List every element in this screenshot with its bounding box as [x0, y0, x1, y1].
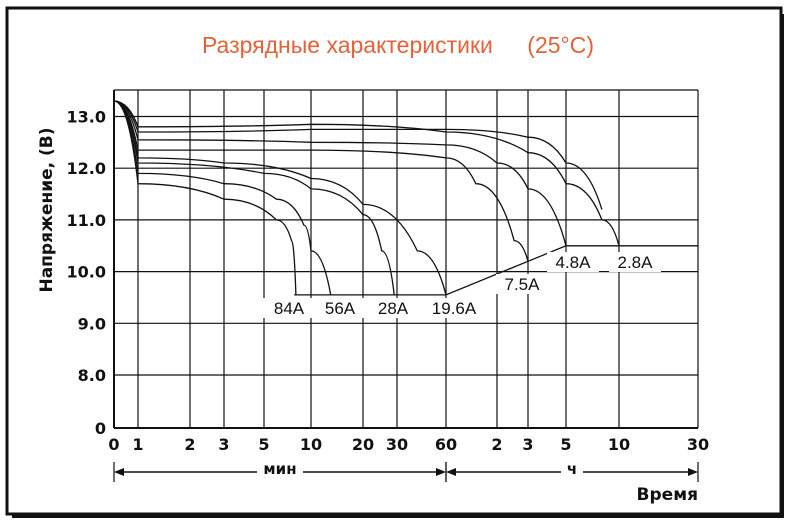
arrowhead-left [114, 468, 124, 476]
chart-subtitle: (25°C) [527, 32, 594, 58]
series-label: 84A [274, 299, 305, 318]
series-label-bg [547, 252, 599, 272]
x-tick-label: 0 [108, 435, 119, 454]
x-tick-label: 10 [608, 435, 630, 454]
x-ticks: 0 1 2 3 5 10 20 30 60 2 3 5 10 30 [108, 435, 709, 454]
segment-label-bg [257, 459, 303, 477]
extra-curve [113, 100, 603, 210]
x-axis-title: Время [637, 485, 698, 505]
series-label: 2.8A [618, 253, 654, 272]
chart-title: Разрядные характеристики [202, 32, 493, 58]
x-tick-label: 30 [386, 435, 408, 454]
x-tick-label: 20 [352, 435, 374, 454]
arrowhead-right [688, 468, 698, 476]
x-tick-label: 5 [560, 435, 571, 454]
series-label: 19.6A [432, 299, 477, 318]
series-curve-2-8a [113, 100, 620, 246]
series-labels: 84A 56A 28A 19.6A 7.5A 4.8A 2.8A [263, 252, 661, 318]
y-tick-label: 11.0 [67, 211, 106, 230]
chart-title-group: Разрядные характеристики (25°C) [202, 32, 594, 58]
x-tick-label: 5 [258, 435, 269, 454]
series-label-bg [609, 252, 661, 272]
series-curve-56a [113, 100, 332, 296]
y-tick-label: 9.0 [78, 314, 106, 333]
series-label: 28A [378, 299, 409, 318]
x-tick-label: 3 [218, 435, 229, 454]
x-tick-label: 30 [687, 435, 709, 454]
segment-label: ч [567, 460, 577, 478]
series-curve-28a [113, 100, 395, 295]
series-curve-4-8a [113, 100, 567, 246]
arrowhead-left [446, 468, 456, 476]
segment-label-bg [561, 459, 583, 477]
y-ticks: 0 8.0 9.0 10.0 11.0 12.0 13.0 [67, 108, 106, 439]
x-tick-label: 2 [184, 435, 195, 454]
time-segments: мин ч [113, 459, 699, 482]
series-label: 4.8A [556, 253, 592, 272]
series-curves [113, 100, 698, 296]
series-label-bg [367, 298, 419, 318]
series-label: 7.5A [505, 275, 541, 294]
segment-label: мин [263, 460, 296, 478]
cutoff-voltage-line [294, 245, 698, 296]
x-tick-label: 2 [491, 435, 502, 454]
x-tick-label: 60 [435, 435, 457, 454]
y-tick-label: 8.0 [78, 366, 106, 385]
series-label-bg [496, 274, 548, 294]
y-tick-label: 13.0 [67, 108, 106, 127]
series-curve-84a [113, 100, 297, 295]
series-curve-19-6a [113, 100, 447, 296]
x-tick-label: 1 [132, 435, 143, 454]
arrowhead-right [436, 468, 446, 476]
y-tick-label: 0 [95, 419, 106, 438]
series-label-bg [314, 298, 366, 318]
x-tick-label: 10 [300, 435, 322, 454]
series-label-bg [428, 298, 480, 318]
y-axis-title: Напряжение, (В) [37, 127, 57, 292]
x-tick-label: 3 [522, 435, 533, 454]
series-curve-7-5a [113, 100, 529, 262]
y-tick-label: 10.0 [67, 263, 106, 282]
series-label-bg [263, 298, 315, 318]
y-tick-label: 12.0 [67, 159, 106, 178]
series-label: 56A [325, 299, 356, 318]
